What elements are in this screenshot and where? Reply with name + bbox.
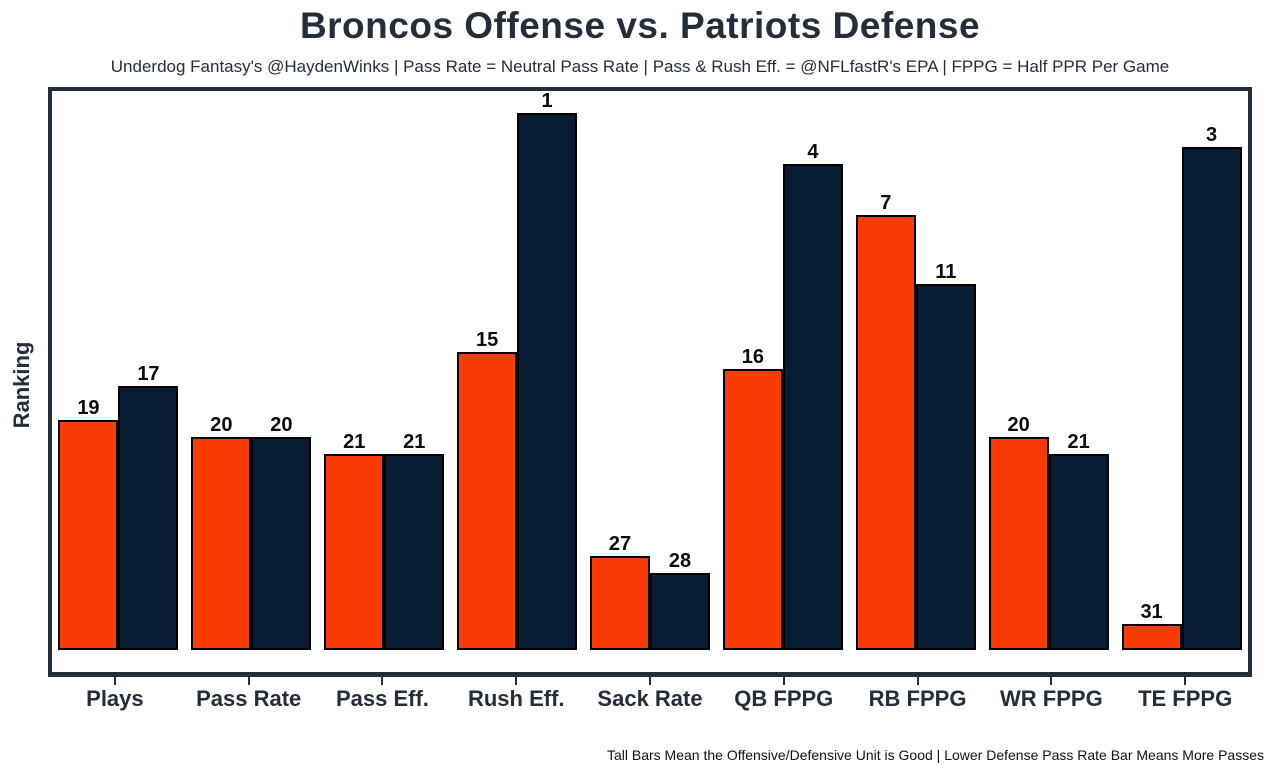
bar-value-label: 20 — [1007, 413, 1030, 436]
axis-tick — [649, 677, 652, 685]
x-axis-cell: WR FPPG — [984, 677, 1118, 712]
bar-group: 20 20 — [185, 415, 318, 650]
defense-bar-unit: 21 — [1048, 431, 1109, 650]
x-tick-label: Pass Rate — [196, 686, 302, 711]
offense-bar-unit: 21 — [324, 431, 385, 650]
defense-bar — [1181, 147, 1242, 650]
x-axis-cell: Sack Rate — [583, 677, 717, 712]
x-tick-label: WR FPPG — [1000, 686, 1103, 711]
defense-bar-unit: 17 — [118, 362, 179, 650]
bar-value-label: 11 — [935, 260, 957, 283]
defense-bar — [1048, 454, 1109, 650]
offense-bar-unit: 20 — [191, 413, 252, 650]
offense-bar — [1121, 624, 1182, 650]
bar-value-label: 21 — [403, 431, 426, 453]
defense-bar — [650, 573, 710, 650]
footnote: Tall Bars Mean the Offensive/Defensive U… — [606, 747, 1264, 763]
bar-value-label: 15 — [475, 328, 499, 351]
bar-group: 27 28 — [584, 534, 717, 650]
axis-tick — [782, 677, 785, 685]
axis-tick — [247, 677, 250, 685]
offense-bar — [590, 556, 650, 650]
x-axis-cell: QB FPPG — [717, 677, 851, 712]
offense-bar-unit: 15 — [457, 328, 518, 650]
offense-bar-unit: 16 — [722, 345, 783, 650]
axis-tick — [381, 677, 384, 685]
axis-tick — [916, 677, 919, 685]
bar-value-label: 4 — [807, 141, 819, 164]
x-axis-cell: Plays — [48, 677, 182, 712]
x-tick-label: Rush Eff. — [467, 686, 565, 711]
defense-bar — [782, 164, 843, 650]
x-tick-label: Sack Rate — [597, 686, 703, 711]
bar-value-label: 20 — [270, 413, 293, 436]
bar-group: 15 1 — [451, 91, 584, 650]
defense-bar-unit: 20 — [251, 413, 312, 650]
offense-bar-unit: 20 — [988, 413, 1049, 650]
axis-tick — [1050, 677, 1053, 685]
x-tick-label: TE FPPG — [1138, 686, 1233, 711]
x-axis-cell: TE FPPG — [1118, 677, 1252, 712]
axis-tick — [515, 677, 518, 685]
offense-bar — [722, 368, 783, 650]
defense-bar — [118, 385, 179, 650]
bar-group: 31 3 — [1115, 125, 1248, 650]
bar-value-label: 7 — [880, 192, 892, 215]
defense-bar-unit: 28 — [650, 551, 710, 650]
bars-row: 19 17 20 20 21 21 15 1 27 28 16 4 7 11 20 21 31 3 — [52, 91, 1248, 650]
x-tick-label: QB FPPG — [734, 686, 834, 711]
bar-value-label: 3 — [1206, 124, 1218, 147]
offense-bar — [58, 419, 119, 650]
bar-value-label: 16 — [741, 345, 765, 368]
chart-subtitle: Underdog Fantasy's @HaydenWinks | Pass R… — [110, 57, 1170, 76]
x-tick-label: Plays — [86, 686, 144, 711]
offense-bar-unit: 7 — [855, 192, 916, 650]
defense-bar — [251, 436, 312, 650]
defense-bar — [915, 283, 976, 650]
offense-bar-unit: 27 — [590, 534, 650, 650]
y-axis-label: Ranking — [9, 341, 34, 429]
axis-tick — [113, 677, 116, 685]
x-axis-cell: Pass Rate — [182, 677, 316, 712]
x-tick-label: RB FPPG — [868, 686, 967, 711]
x-axis-cell: RB FPPG — [851, 677, 985, 712]
bar-value-label: 17 — [137, 362, 160, 385]
page-title: Broncos Offense vs. Patriots Defense — [299, 5, 981, 46]
defense-bar-unit: 21 — [384, 431, 445, 650]
defense-bar — [384, 454, 445, 650]
offense-bar — [988, 436, 1049, 650]
axis-tick — [1184, 677, 1187, 685]
bar-group: 20 21 — [982, 415, 1115, 650]
offense-bar — [457, 351, 518, 650]
bar-group: 19 17 — [52, 364, 185, 650]
bar-value-label: 1 — [541, 90, 553, 112]
bar-value-label: 31 — [1140, 601, 1163, 624]
defense-bar-unit: 3 — [1181, 124, 1242, 650]
offense-bar-unit: 19 — [58, 396, 119, 650]
bar-value-label: 27 — [608, 533, 632, 556]
bar-group: 16 4 — [716, 142, 849, 650]
bar-value-label: 21 — [1067, 431, 1090, 453]
bar-group: 21 21 — [318, 432, 451, 650]
bar-value-label: 19 — [77, 396, 100, 419]
defense-bar-unit: 1 — [517, 90, 578, 650]
plot-area: 19 17 20 20 21 21 15 1 27 28 16 4 7 11 20 21 31 3 — [48, 87, 1252, 677]
x-tick-label: Pass Eff. — [335, 686, 429, 711]
defense-bar — [517, 113, 578, 650]
bar-value-label: 28 — [668, 550, 692, 573]
offense-bar — [191, 436, 252, 650]
bar-group: 7 11 — [849, 193, 982, 650]
x-axis-cell: Pass Eff. — [316, 677, 450, 712]
x-axis: Plays Pass Rate Pass Eff. Rush Eff. Sack Rat… — [48, 677, 1252, 712]
defense-bar-unit: 4 — [782, 141, 843, 650]
offense-bar — [855, 215, 916, 650]
bar-value-label: 21 — [343, 431, 366, 453]
offense-bar-unit: 31 — [1121, 601, 1182, 650]
defense-bar-unit: 11 — [915, 260, 976, 650]
x-axis-cell: Rush Eff. — [449, 677, 583, 712]
offense-bar — [324, 454, 385, 650]
bar-value-label: 20 — [210, 413, 233, 436]
